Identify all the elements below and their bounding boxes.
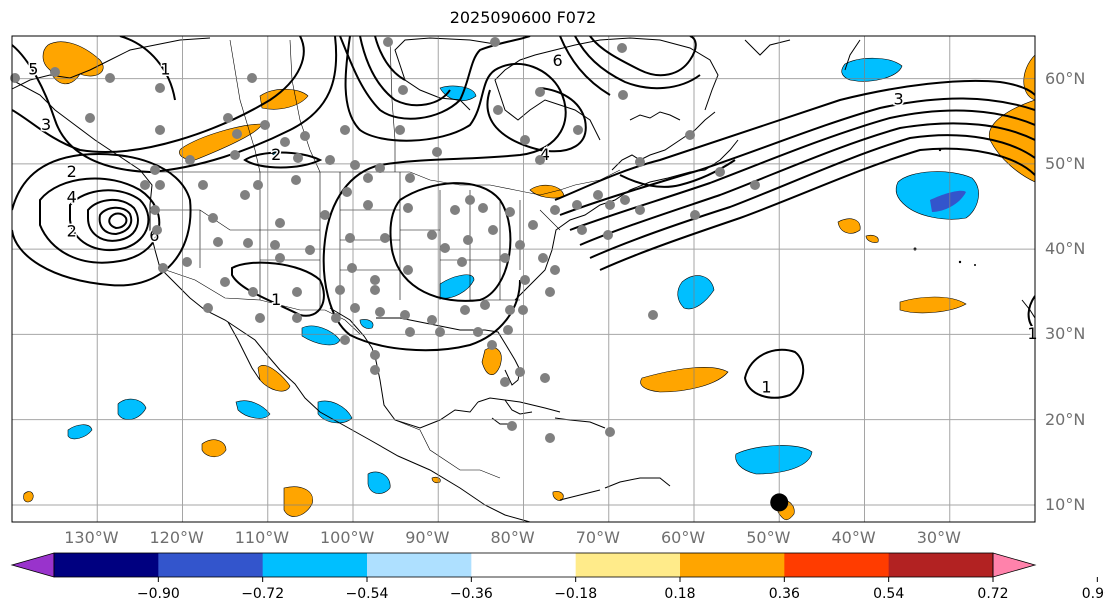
lon-tick-label: 30°W [916, 528, 961, 547]
lon-tick-label: 110°W [234, 528, 290, 547]
lon-tick-label: 90°W [405, 528, 450, 547]
colorbar-tick-label: −0.54 [345, 586, 389, 602]
contour-label: 6 [553, 51, 563, 70]
colorbar-tick-label: 0.18 [664, 586, 696, 602]
contour-label: 1 [160, 60, 170, 79]
contour-label: 3 [41, 115, 51, 134]
contour-label: 2 [271, 145, 281, 164]
borders [150, 39, 621, 479]
lat-tick-label: 40°N [1045, 239, 1086, 259]
colorbar-segment [784, 553, 890, 577]
colorbar [10, 552, 1098, 582]
colorbar-extend-min [10, 552, 55, 578]
colorbar-segment [680, 553, 785, 577]
contour-label: 3 [894, 89, 904, 108]
colorbar-outline [53, 552, 994, 578]
map-title: 2025090600 F072 [449, 8, 597, 27]
colorbar-tick-label: −0.36 [449, 586, 493, 602]
colorbar-segment [158, 553, 264, 577]
colorbar-tick-label: 0.54 [873, 586, 905, 602]
colorbar-segment [888, 553, 994, 577]
colorbar-segment [262, 553, 368, 577]
storm-center-marker [770, 493, 789, 512]
contour-label: 2 [67, 162, 77, 181]
lat-tick-label: 20°N [1045, 409, 1086, 429]
lat-tick-label: 30°N [1045, 324, 1086, 344]
colorbar-tick-label: 0.72 [977, 586, 1009, 602]
lon-tick-label: 120°W [149, 528, 204, 547]
colorbar-extend-max [992, 552, 1037, 578]
lat-tick-label: 60°N [1045, 68, 1086, 88]
colorbar-segment [471, 553, 577, 577]
contour-label: 1 [271, 290, 281, 309]
lon-tick-label: 70°W [575, 528, 620, 547]
colorbar-segment [54, 553, 159, 577]
contour-label: 4 [67, 188, 77, 207]
colorbar-tick-label: −0.18 [554, 586, 598, 602]
map-frame [11, 35, 1036, 523]
gridlines [12, 36, 1035, 522]
coastlines [12, 37, 1035, 522]
lon-tick-label: 130°W [64, 528, 119, 547]
contour-label: 2 [67, 222, 77, 241]
contour-label: 1 [1027, 324, 1037, 343]
station-markers [10, 37, 760, 443]
contour-label: 1 [761, 378, 771, 397]
colorbar-segment [367, 553, 472, 577]
lat-tick-label: 50°N [1045, 153, 1086, 173]
colorbar-tick-label: 0.36 [768, 586, 800, 602]
lat-tick-label: 10°N [1045, 494, 1086, 514]
colorbar-segment [575, 553, 681, 577]
colorbar-tick-label: −0.72 [241, 586, 285, 602]
lon-tick-label: 50°W [746, 528, 791, 547]
contour-label: 5 [28, 60, 38, 79]
lon-tick-label: 80°W [490, 528, 535, 547]
colorbar-tick-label: 0.90 [1081, 586, 1105, 602]
lon-tick-label: 40°W [831, 528, 876, 547]
lon-tick-label: 100°W [320, 528, 375, 547]
colorbar-tick-label: −0.90 [136, 586, 180, 602]
lon-tick-label: 60°W [661, 528, 706, 547]
